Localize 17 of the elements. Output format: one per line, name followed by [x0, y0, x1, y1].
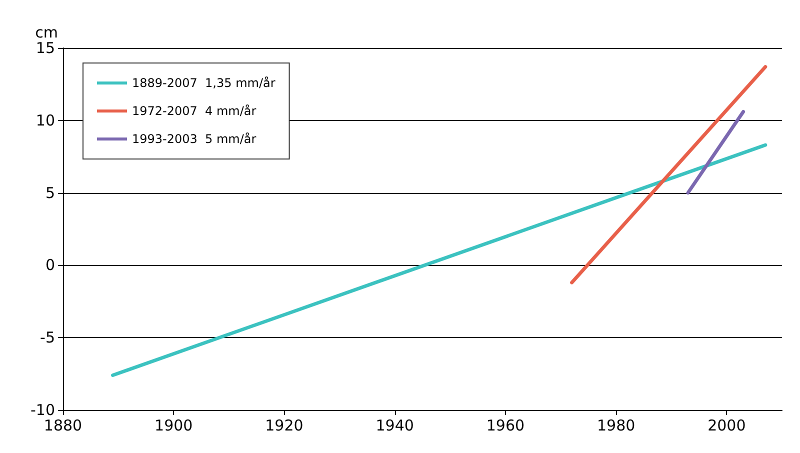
- y-axis-title: cm: [35, 24, 58, 42]
- legend-label: 1993-2003 5 mm/år: [132, 132, 256, 146]
- x-tick-label: 1940: [376, 416, 414, 434]
- x-tick-label: 1900: [154, 416, 193, 434]
- legend-label: 1889-2007 1,35 mm/år: [132, 76, 276, 90]
- y-tick-label: -5: [40, 328, 55, 347]
- x-tick-label: 1980: [596, 416, 636, 434]
- x-tick-label: 1880: [44, 416, 82, 434]
- y-tick-label: -10: [30, 401, 55, 419]
- y-tick-label: 5: [45, 184, 55, 202]
- y-tick-label: 15: [36, 39, 55, 57]
- legend-label: 1972-2007 4 mm/år: [132, 104, 256, 118]
- x-tick-label: 1960: [486, 416, 525, 434]
- x-tick-label: 2000: [708, 416, 746, 434]
- y-tick-label: 10: [36, 111, 55, 130]
- x-tick-label: 1920: [265, 416, 304, 434]
- y-tick-label: 0: [45, 256, 55, 274]
